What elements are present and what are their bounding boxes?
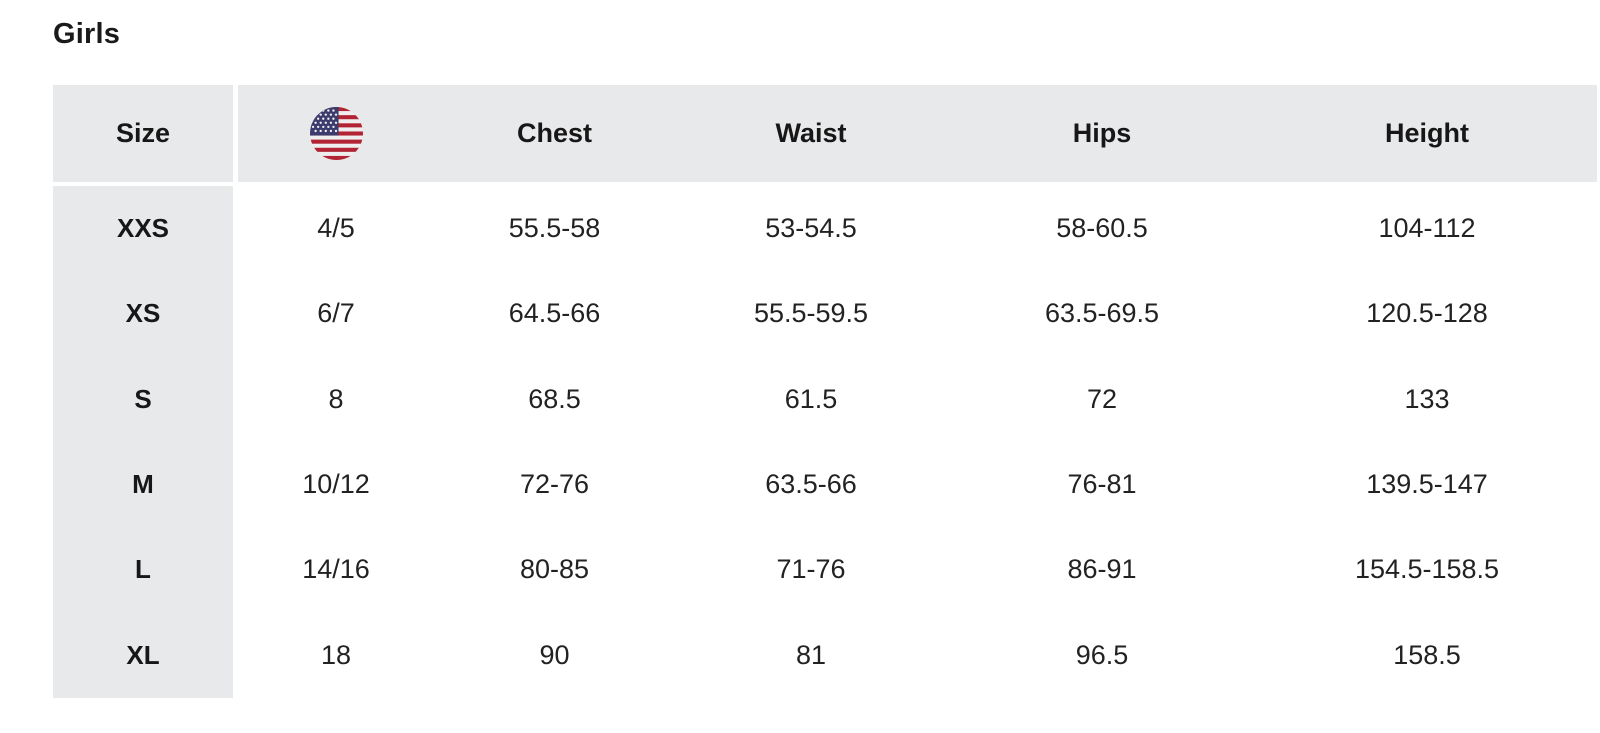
header-cell-chest: Chest — [516, 118, 592, 148]
table-row-xxs: 4/5 55.5-58 53-54.5 58-60.5 104-112 — [238, 186, 1597, 271]
page-title: Girls — [53, 18, 121, 50]
girls-size-chart: Size XXS XS S M L XL — [53, 85, 1597, 698]
table-row-l: 14/16 80-85 71-76 86-91 154.5-158.5 — [238, 527, 1597, 612]
us-flag-icon — [309, 107, 363, 160]
cell-us: 6/7 — [317, 298, 355, 329]
row-label-xs: XS — [125, 298, 161, 329]
cell-hips: 63.5-69.5 — [1044, 298, 1160, 329]
cell-us: 8 — [328, 383, 344, 414]
header-cell-height: Height — [1385, 118, 1469, 148]
cell-height: 133 — [1404, 383, 1450, 414]
cell-hips: 86-91 — [1067, 554, 1137, 585]
cell-us: 18 — [320, 639, 352, 670]
measurements-table: Chest Waist Hips Height 4/5 55.5-58 53-5… — [238, 85, 1597, 698]
cell-chest: 68.5 — [528, 383, 581, 414]
cell-waist: 55.5-59.5 — [753, 298, 869, 329]
cell-chest: 90 — [539, 639, 570, 670]
header-cell-size: Size — [53, 85, 233, 182]
cell-waist: 63.5-66 — [765, 469, 857, 500]
cell-us: 10/12 — [302, 469, 370, 500]
row-label-xxs: XXS — [116, 213, 170, 244]
header-cell-us-flag — [238, 85, 434, 182]
cell-hips: 72 — [1086, 383, 1118, 414]
row-label-s: S — [134, 383, 152, 414]
cell-waist: 53-54.5 — [765, 213, 857, 244]
cell-chest: 72-76 — [519, 469, 590, 500]
cell-waist: 61.5 — [784, 383, 838, 414]
cell-height: 139.5-147 — [1366, 469, 1488, 500]
cell-waist: 71-76 — [776, 554, 846, 585]
table-row-xl: 18 90 81 96.5 158.5 — [238, 613, 1597, 698]
cell-height: 104-112 — [1378, 213, 1476, 244]
row-label-m: M — [132, 469, 154, 500]
cell-hips: 58-60.5 — [1056, 213, 1148, 244]
cell-height: 120.5-128 — [1366, 298, 1488, 329]
header-cell-hips: Hips — [1072, 118, 1132, 148]
cell-height: 154.5-158.5 — [1354, 554, 1500, 585]
cell-hips: 76-81 — [1067, 469, 1137, 500]
cell-chest: 64.5-66 — [508, 298, 601, 329]
table-header-row: Chest Waist Hips Height — [238, 85, 1597, 182]
table-row-m: 10/12 72-76 63.5-66 76-81 139.5-147 — [238, 442, 1597, 527]
cell-us: 14/16 — [302, 554, 370, 585]
cell-hips: 96.5 — [1075, 639, 1129, 670]
cell-height: 158.5 — [1393, 639, 1461, 670]
cell-chest: 80-85 — [519, 554, 590, 585]
size-column-body: XXS XS S M L XL — [53, 186, 233, 698]
header-cell-waist: Waist — [775, 118, 847, 148]
cell-us: 4/5 — [317, 213, 355, 244]
size-column: Size XXS XS S M L XL — [53, 85, 233, 698]
cell-waist: 81 — [795, 639, 827, 670]
cell-chest: 55.5-58 — [508, 213, 601, 244]
table-row-s: 8 68.5 61.5 72 133 — [238, 357, 1597, 442]
row-label-l: L — [135, 554, 151, 585]
row-label-xl: XL — [126, 639, 160, 670]
table-row-xs: 6/7 64.5-66 55.5-59.5 63.5-69.5 120.5-12… — [238, 271, 1597, 356]
